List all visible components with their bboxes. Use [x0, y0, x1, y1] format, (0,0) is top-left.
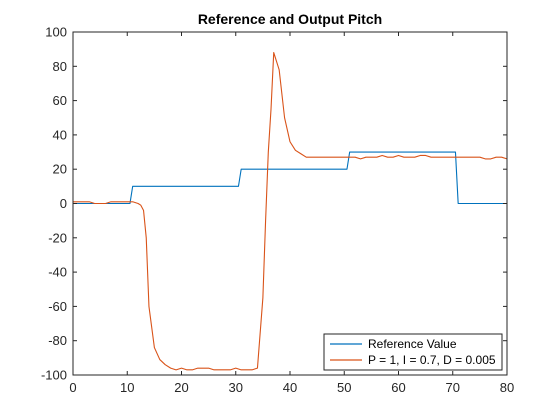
plot-area: [73, 32, 507, 375]
legend-label-2: P = 1, I = 0.7, D = 0.005: [368, 353, 496, 367]
y-tick-label: 0: [60, 196, 67, 211]
y-tick-label: 40: [53, 127, 67, 142]
series-layer: [73, 52, 508, 371]
y-tick-label: 80: [53, 59, 67, 74]
x-tick-label: 40: [283, 380, 297, 395]
y-tick-label: 100: [45, 25, 67, 40]
chart-title: Reference and Output Pitch: [198, 11, 382, 27]
x-tick-label: 60: [391, 380, 405, 395]
y-tick-label: -80: [48, 333, 67, 348]
x-tick-label: 70: [446, 380, 460, 395]
legend-label-1: Reference Value: [368, 337, 457, 351]
x-tick-label: 30: [229, 380, 243, 395]
series-line-2: [73, 52, 508, 371]
y-tick-label: 60: [53, 93, 67, 108]
x-tick-label: 20: [174, 380, 188, 395]
y-tick-label: -20: [48, 230, 67, 245]
series-line-1: [73, 151, 507, 205]
ticks-layer: 0 10 20 30 40 50 60 70 80 -100 -80 -60 -40 -20 0 20 40 60…: [41, 25, 514, 396]
y-tick-label: -40: [48, 265, 67, 280]
x-tick-label: 50: [337, 380, 351, 395]
y-tick-label: -60: [48, 299, 67, 314]
x-tick-label: 10: [120, 380, 134, 395]
y-tick-label: 20: [53, 162, 67, 177]
legend: Reference Value P = 1, I = 0.7, D = 0.005: [323, 333, 503, 371]
y-tick-label: -100: [41, 368, 67, 383]
legend-box: [323, 333, 503, 371]
x-tick-label: 80: [500, 380, 514, 395]
x-tick-label: 0: [69, 380, 76, 395]
